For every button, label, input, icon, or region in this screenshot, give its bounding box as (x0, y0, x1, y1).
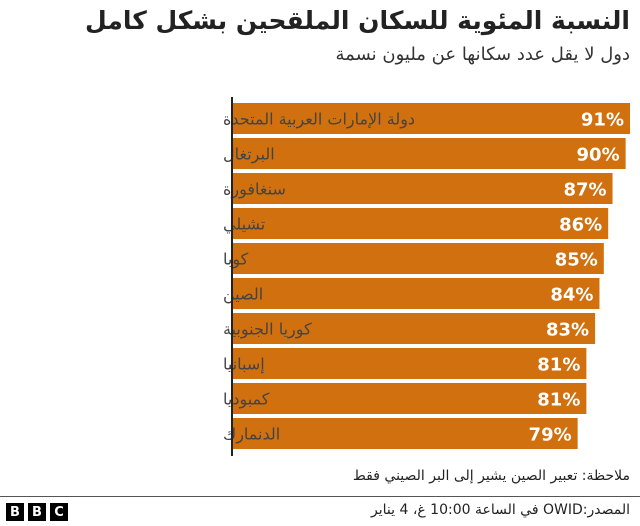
category-label: البرتغال (223, 145, 275, 165)
chart-title: النسبة المئوية للسكان الملقحين بشكل كامل (85, 6, 630, 35)
category-label: كمبوديا (223, 390, 270, 410)
chart-note: ملاحظة: تعبير الصين يشير إلى البر الصيني… (352, 468, 630, 484)
bar-value-label: 91% (581, 110, 624, 131)
category-label: كوريا الجنوبية (223, 320, 312, 340)
source-text: المصدر:OWID في الساعة 10:00 غ، 4 يناير (370, 502, 630, 518)
bbc-logo-letter: B (28, 503, 46, 521)
bar (233, 138, 626, 169)
bar (233, 348, 587, 379)
bar-value-label: 79% (529, 425, 572, 446)
bar-value-label: 81% (537, 355, 580, 376)
bar-value-label: 87% (563, 180, 606, 201)
bar (233, 278, 600, 309)
category-label: تشيلي (223, 215, 265, 235)
bar (233, 173, 613, 204)
bar (233, 208, 609, 239)
bar-value-label: 83% (546, 320, 589, 341)
bar-value-label: 85% (555, 250, 598, 271)
bar-chart: 91% دولة الإمارات العربية المتحدة 90% البرت… (223, 97, 630, 456)
footer-divider (0, 496, 640, 497)
bar (233, 313, 596, 344)
category-label: الصين (223, 285, 263, 305)
bbc-logo-letter: C (50, 503, 68, 521)
bbc-logo-letter: B (6, 503, 24, 521)
bar-value-label: 81% (537, 390, 580, 411)
category-label: الدنمارك (223, 425, 280, 445)
bar (233, 103, 630, 134)
category-label: دولة الإمارات العربية المتحدة (223, 110, 415, 130)
bar-value-label: 90% (577, 145, 620, 166)
category-label: إسبانيا (223, 355, 265, 374)
bbc-logo: B B C (6, 503, 68, 521)
bar (233, 383, 587, 414)
category-label: سنغافورة (223, 180, 286, 200)
bar-value-label: 86% (559, 215, 602, 236)
chart-subtitle: دول لا يقل عدد سكانها عن مليون نسمة (335, 44, 630, 65)
bar (233, 418, 578, 449)
category-label: كوبا (223, 250, 249, 270)
bar (233, 243, 604, 274)
bar-value-label: 84% (550, 285, 593, 306)
